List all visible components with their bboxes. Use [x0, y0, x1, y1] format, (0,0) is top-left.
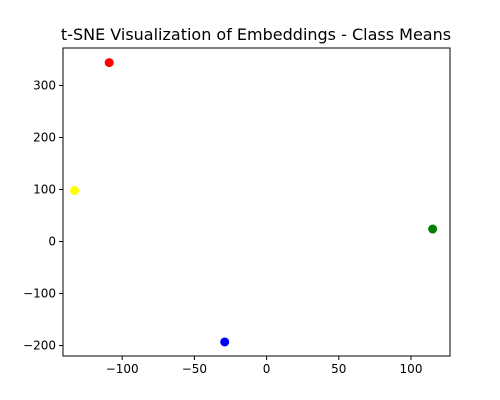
x-tick-label: −50 — [182, 362, 207, 376]
data-point — [428, 224, 438, 234]
data-point — [70, 186, 80, 196]
x-tick-label: −100 — [106, 362, 139, 376]
y-tick-label: 300 — [33, 78, 56, 92]
plot-area: −100 −50 0 50 100 −200 −100 0 100 200 300 — [23, 47, 451, 376]
axes-frame — [62, 47, 451, 357]
x-tick-label: 50 — [331, 362, 346, 376]
y-tick-label: −100 — [23, 287, 56, 301]
x-tick-label: 100 — [400, 362, 423, 376]
y-tick-label: −200 — [23, 339, 56, 353]
y-tick-label: 0 — [48, 235, 56, 249]
chart-title: t-SNE Visualization of Embeddings - Clas… — [61, 25, 451, 44]
data-point — [104, 58, 114, 68]
y-tick-label: 200 — [33, 130, 56, 144]
y-tick-label: 100 — [33, 183, 56, 197]
x-tick-label: 0 — [263, 362, 271, 376]
data-point — [220, 337, 230, 347]
